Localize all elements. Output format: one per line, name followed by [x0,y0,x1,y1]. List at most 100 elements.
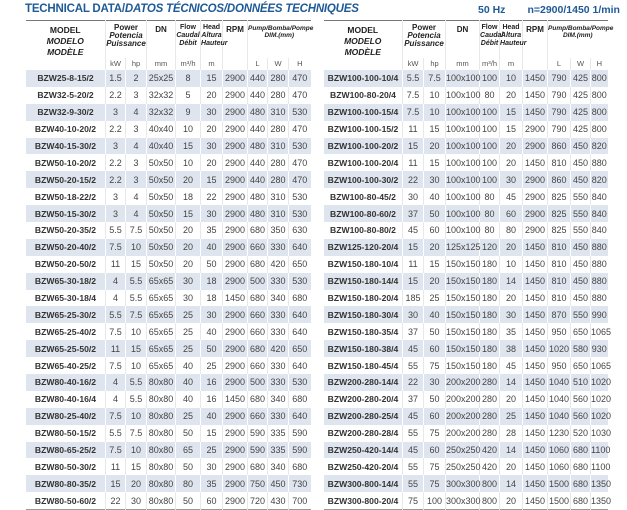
frequency-info: 50 Hz n=2900/1450 1/min [478,4,620,16]
value-cell: 75 [422,475,446,493]
unit-label: H [288,58,311,70]
value-cell: 15 [175,137,201,155]
table-row: BZW100-80-80/2 45 60 100x100 80 80 2900 825 550 8… [323,222,608,239]
value-cell: 20 [200,120,223,138]
unit-label: m³/h [479,58,500,70]
value-cell: 150x150 [445,340,481,358]
table-row: BZW100-100-20/2 15 20 100x100 100 20 2900 860 45… [323,137,608,155]
header-dn: DN [146,20,176,58]
value-cell: 80 [479,86,500,104]
value-cell: 470 [288,86,311,104]
value-cell: 640 [288,357,311,375]
value-cell: 7.5 [105,441,126,459]
value-cell: 15 [402,272,424,290]
value-cell: 2 [124,70,147,87]
value-cell: 530 [288,374,311,391]
value-cell: 350 [267,222,289,239]
value-cell: 1040 [547,390,571,408]
value-cell: 180 [479,357,500,375]
value-cell: 750 [247,475,268,493]
value-cell: 35 [200,222,223,239]
value-cell: 530 [288,205,311,223]
value-cell: 1500 [547,492,571,510]
value-cell: 15 [422,255,446,273]
header-flow: Flow Caudal Débit [175,20,201,58]
value-cell: 22 [105,492,126,510]
value-cell: 2900 [222,120,248,138]
table-row: BZW50-20-50/2 11 15 50x50 20 50 2900 680 420 650 [25,255,311,273]
value-cell: 30 [175,289,201,307]
table-row: BZW200-280-25/4 45 60 200x200 280 25 1450 1040 5… [323,407,611,425]
model-cell: BZW150-180-10/4 [323,255,403,273]
value-cell: 5.5 [124,289,147,307]
value-cell: 2900 [522,171,548,189]
value-cell: 280 [479,374,500,391]
value-cell: 530 [288,188,311,206]
table-row: BZW250-420-14/4 45 60 250x250 420 14 1450 1060 6… [323,441,610,459]
model-cell: BZW200-280-20/4 [323,390,403,408]
value-cell: 280 [267,154,289,172]
value-cell: 680 [570,458,591,476]
model-cell: BZW50-18-22/2 [25,188,106,206]
value-cell: 280 [267,120,289,138]
value-cell: 180 [479,306,500,324]
value-cell: 250x250 [445,441,481,459]
value-cell: 2900 [222,492,248,510]
value-cell: 1020 [590,407,611,425]
value-cell: 450 [570,154,591,172]
value-cell: 810 [547,238,571,256]
value-cell: 22 [200,188,223,206]
value-cell: 20 [175,255,201,273]
value-cell: 280 [479,390,500,408]
value-cell: 500 [247,374,268,391]
table-row: BZW32-5-20/2 2.2 3 32x32 5 20 2900 440 280 470 [25,86,311,104]
model-cell: BZW100-100-10/4 [323,70,403,87]
value-cell: 810 [547,289,571,307]
value-cell: 1450 [522,441,548,459]
value-cell: 330 [267,238,289,256]
value-cell: 50 [200,255,223,273]
value-cell: 80x80 [146,390,176,408]
value-cell: 32x32 [146,86,176,104]
value-cell: 150x150 [445,306,481,324]
value-cell: 25 [499,407,523,425]
value-cell: 20 [499,390,523,408]
value-cell: 7.5 [124,222,147,239]
value-cell: 11 [105,340,126,358]
model-cell: BZW100-80-60/2 [323,205,403,223]
value-cell: 1450 [522,103,548,121]
value-cell: 11 [105,255,126,273]
value-cell: 100x100 [445,70,481,87]
model-cell: BZW32-9-30/2 [25,103,106,121]
value-cell: 25 [422,289,446,307]
header-dn: DN [445,20,480,58]
value-cell: 15 [422,154,446,172]
header-power: Power Potencia Puissance [401,20,446,58]
value-cell: 38 [499,340,523,358]
value-cell: 14 [499,441,523,459]
value-cell: 650 [570,357,591,375]
table-row: BZW100-100-15/4 7.5 10 100x100 100 15 1450 790 4… [323,103,608,121]
header-head: Head Altura Hauteur [200,20,227,58]
value-cell: 2900 [222,441,248,459]
value-cell: 2900 [222,103,248,121]
value-cell: 40 [200,238,223,256]
value-cell: 4 [124,103,147,121]
value-cell: 1450 [522,357,548,375]
value-cell: 15 [124,340,147,358]
value-cell: 2900 [222,458,248,476]
value-cell: 50x50 [146,154,176,172]
value-cell: 800 [590,103,608,121]
value-cell: 15 [499,103,523,121]
unit-label: mm [146,58,176,70]
value-cell: 470 [288,154,311,172]
value-cell: 1450 [522,374,548,391]
value-cell: 10 [124,407,147,425]
value-cell: 2900 [222,205,248,223]
value-cell: 11 [402,120,424,138]
table-row: BZW65-30-18/4 4 5.5 65x65 30 18 1450 680 340 680 [25,289,311,307]
value-cell: 60 [422,407,446,425]
value-cell: 10 [175,154,201,172]
value-cell: 40 [175,374,201,391]
value-cell: 1450 [522,458,548,476]
